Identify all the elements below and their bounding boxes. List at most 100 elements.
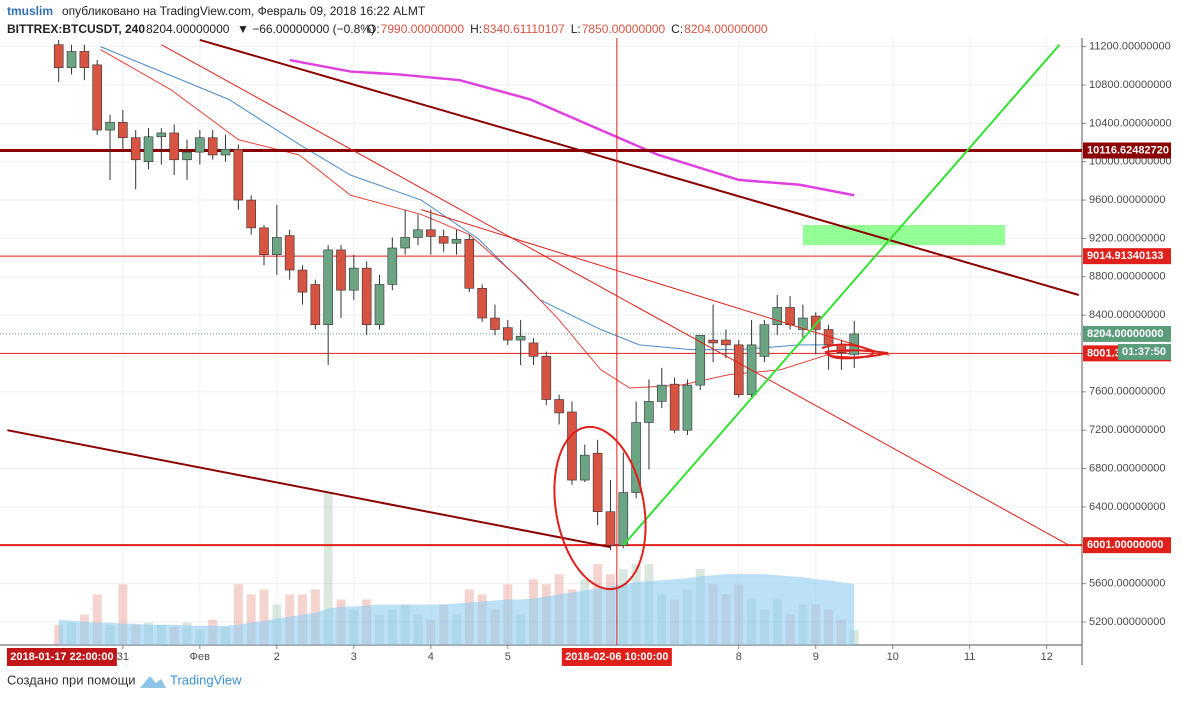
candle-body bbox=[361, 267, 372, 326]
hline-label-bg bbox=[1083, 142, 1171, 159]
ohlc-value: 7850.00000000 bbox=[582, 22, 666, 36]
candle-body bbox=[798, 317, 808, 330]
volume-bar bbox=[323, 493, 333, 645]
candle-body bbox=[592, 452, 603, 513]
candle-body bbox=[53, 44, 64, 69]
candle-body bbox=[169, 132, 179, 161]
candle-body bbox=[605, 511, 616, 546]
candle-body bbox=[130, 137, 141, 161]
volume-ma-area bbox=[58, 574, 855, 645]
candle-body bbox=[400, 237, 410, 249]
candle-body bbox=[451, 239, 462, 244]
last-price: 8204.00000000 bbox=[146, 22, 230, 36]
candle-body bbox=[656, 384, 667, 402]
candle-body bbox=[541, 356, 552, 400]
ohlc-key: L: bbox=[571, 22, 581, 36]
y-tick-label: 8800.00000000 bbox=[1089, 271, 1165, 283]
candle-body bbox=[92, 64, 102, 131]
x-tick-label: 5 bbox=[505, 651, 511, 663]
candle-body bbox=[284, 235, 295, 271]
trend-line bbox=[7, 429, 611, 549]
x-tick-label: 3 bbox=[351, 651, 357, 663]
candle-body bbox=[336, 249, 346, 291]
candle-body bbox=[374, 284, 385, 326]
candle-body bbox=[695, 334, 706, 386]
candle-body bbox=[207, 137, 218, 156]
candle-body bbox=[721, 339, 731, 346]
price-label-bg bbox=[1083, 325, 1171, 342]
candle-body bbox=[426, 229, 436, 237]
footer: Создано при помощи TradingView bbox=[7, 672, 242, 688]
y-tick-label: 6800.00000000 bbox=[1089, 462, 1165, 474]
candle-body bbox=[554, 399, 564, 414]
volume-bar bbox=[246, 594, 256, 645]
candle-body bbox=[772, 307, 783, 326]
candle-body bbox=[823, 329, 834, 346]
candle-body bbox=[118, 122, 128, 139]
candle-body bbox=[669, 383, 680, 431]
plot-layer: 5200.000000005600.000000006000.000000006… bbox=[0, 38, 1172, 666]
candle-body bbox=[618, 492, 629, 546]
volume-bar bbox=[92, 594, 102, 645]
x-tick-label: 10 bbox=[887, 651, 899, 663]
candle-body bbox=[195, 137, 205, 153]
candle-body bbox=[503, 327, 513, 341]
volume-bar bbox=[259, 589, 269, 645]
y-tick-label: 5600.00000000 bbox=[1089, 578, 1165, 590]
brand[interactable]: TradingView bbox=[170, 672, 242, 687]
candle-body bbox=[515, 335, 526, 341]
candle-body bbox=[438, 236, 449, 244]
x-tick-label: 2 bbox=[274, 651, 280, 663]
author[interactable]: tmuslim bbox=[7, 4, 53, 18]
candle-body bbox=[156, 132, 167, 138]
volume-bar bbox=[118, 584, 128, 645]
candle-body bbox=[810, 315, 821, 330]
x-tick-label: 11 bbox=[964, 651, 975, 663]
candle-body bbox=[567, 411, 577, 481]
trend-line bbox=[421, 209, 890, 356]
candle-body bbox=[413, 229, 423, 238]
candle-body bbox=[349, 267, 359, 291]
zone bbox=[802, 224, 1006, 246]
candle-body bbox=[259, 227, 269, 256]
candle-body bbox=[66, 51, 77, 69]
candle-body bbox=[644, 401, 654, 423]
countdown: 01:37:50 bbox=[1122, 346, 1166, 358]
candle-body bbox=[785, 307, 795, 326]
candle-body bbox=[233, 148, 244, 201]
y-tick-label: 10000.00000000 bbox=[1089, 156, 1172, 168]
x-tick-label: 9 bbox=[813, 651, 819, 663]
countdown-bg bbox=[1118, 343, 1171, 360]
ohlc-value: 8204.00000000 bbox=[684, 22, 768, 36]
y-tick-label: 6400.00000000 bbox=[1089, 501, 1165, 513]
candle-body bbox=[708, 339, 718, 344]
candle-body bbox=[490, 317, 500, 330]
range-start-label-bg bbox=[6, 648, 117, 666]
symbol: BITTREX:BTCUSDT, 240 bbox=[7, 22, 145, 36]
ohlc-key: C: bbox=[671, 22, 683, 36]
hline-label: 10116.62482720 bbox=[1087, 144, 1169, 156]
hline-label: 9014.91340133 bbox=[1087, 250, 1163, 262]
x-tick-label: 8 bbox=[736, 651, 742, 663]
footer-text: Создано при помощи bbox=[7, 672, 136, 687]
y-tick-label: 5200.00000000 bbox=[1089, 616, 1165, 628]
range-start-label: 2018-01-17 22:00:00 bbox=[10, 651, 113, 663]
x-tick-label: 31 bbox=[117, 651, 129, 663]
x-tick-label: 4 bbox=[428, 651, 434, 663]
candle-body bbox=[579, 454, 590, 481]
candle-body bbox=[182, 151, 192, 161]
trend-line bbox=[622, 44, 1061, 546]
candle-body bbox=[323, 249, 333, 326]
candle-body bbox=[246, 199, 256, 229]
y-tick-label: 7200.00000000 bbox=[1089, 424, 1165, 436]
hline-label: 6001.00000000 bbox=[1087, 539, 1163, 551]
ohlc-value: 8340.61110107 bbox=[483, 22, 565, 36]
candle-body bbox=[682, 384, 693, 431]
candle-body bbox=[272, 237, 282, 256]
x-tick-label: Фев bbox=[190, 651, 210, 663]
candle-body bbox=[143, 136, 154, 163]
candle-body bbox=[464, 239, 475, 289]
price-label: 8204.00000000 bbox=[1087, 328, 1163, 340]
y-tick-label: 8400.00000000 bbox=[1089, 309, 1165, 321]
